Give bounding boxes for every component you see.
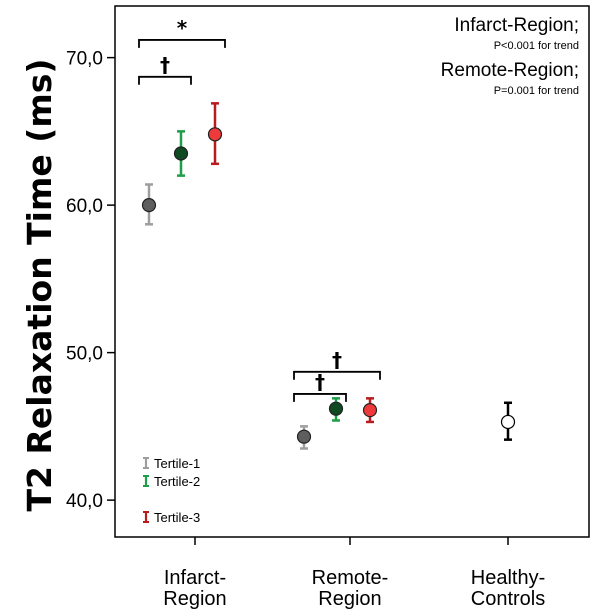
remote-trend-title: Remote-Region;	[441, 60, 579, 81]
significance-brackets: * † † †	[138, 16, 381, 402]
mean-marker	[141, 198, 157, 213]
legend-label: Tertile-1	[154, 456, 200, 471]
x-tick-label: Infarct-	[164, 567, 226, 589]
legend-label: Tertile-2	[154, 474, 200, 489]
plot-frame	[114, 5, 590, 538]
x-axis: Infarct-RegionRemote-RegionHealthy-Contr…	[163, 537, 545, 610]
significance-symbol: *	[177, 16, 188, 40]
infarct-trend-title: Infarct-Region;	[454, 15, 579, 36]
significance-symbol: †	[160, 53, 170, 77]
bracket-line	[138, 75, 192, 85]
mean-marker	[328, 401, 344, 416]
mean-marker	[296, 429, 312, 444]
significance-symbol: †	[332, 348, 342, 372]
y-tick-label: 70,0	[66, 49, 103, 70]
y-tick-label: 50,0	[66, 344, 103, 365]
legend-item: Tertile-1	[143, 456, 200, 471]
trend-annotations: Infarct-Region; P<0.001 for trend Remote…	[441, 15, 579, 97]
mean-marker	[362, 403, 378, 418]
bracket-line	[293, 370, 381, 380]
data-marks	[141, 102, 516, 450]
remote-trend-pvalue: P=0.001 for trend	[494, 85, 579, 97]
x-tick-label: Remote-	[312, 567, 389, 589]
significance-bracket: †	[138, 53, 192, 85]
bracket-line	[293, 393, 347, 402]
x-tick-label: Region	[163, 588, 226, 610]
legend-label: Tertile-3	[154, 510, 200, 525]
error-bar-point	[207, 102, 223, 166]
legend-item: Tertile-2	[143, 474, 200, 489]
error-bar-point	[141, 183, 157, 226]
mean-marker	[207, 127, 223, 142]
y-axis-label: T2 Relaxation Time (ms)	[20, 59, 59, 512]
mean-marker	[500, 414, 516, 430]
error-bar-point	[173, 130, 189, 177]
significance-bracket: †	[293, 348, 381, 380]
significance-symbol: †	[315, 370, 325, 394]
bracket-line	[138, 39, 226, 48]
error-bar-point	[296, 425, 312, 450]
significance-bracket: †	[293, 370, 347, 402]
error-bar-point	[362, 397, 378, 424]
y-tick-label: 60,0	[66, 196, 103, 217]
significance-bracket: *	[138, 16, 226, 48]
legend: Tertile-1 Tertile-2 Tertile-3	[143, 456, 200, 525]
x-tick-label: Healthy-	[471, 567, 545, 589]
legend-item: Tertile-3	[143, 510, 200, 525]
y-axis: 40,0 50,0 60,0 70,0	[66, 49, 115, 512]
x-tick-label: Controls	[471, 588, 545, 610]
x-tick-label: Region	[318, 588, 381, 610]
mean-marker	[173, 146, 189, 161]
y-tick-label: 40,0	[66, 491, 103, 512]
infarct-trend-pvalue: P<0.001 for trend	[494, 40, 579, 52]
error-bar-point	[328, 397, 344, 422]
error-bar-point	[500, 401, 516, 441]
